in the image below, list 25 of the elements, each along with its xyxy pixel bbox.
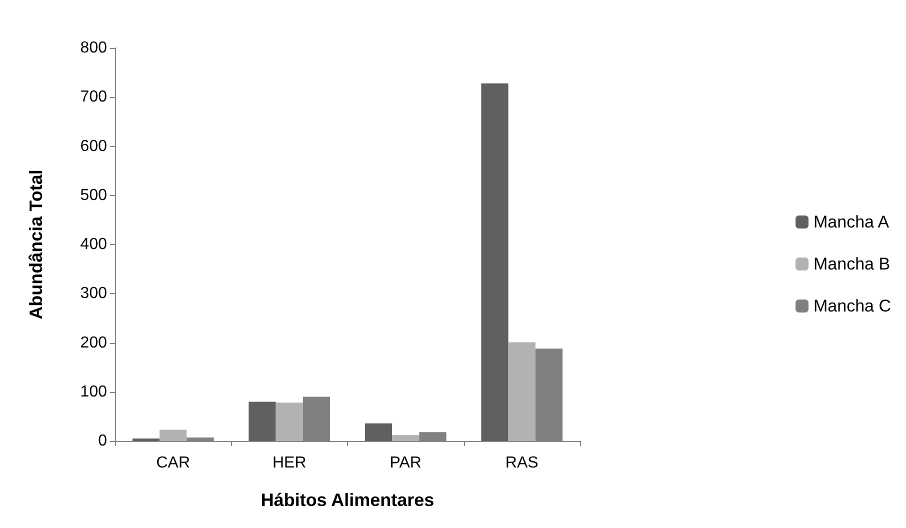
x-tick-label: RAS [505, 454, 538, 472]
bar [392, 435, 420, 441]
legend-label: Mancha A [814, 212, 890, 232]
x-tick-label: CAR [156, 454, 190, 472]
y-tick-label: 400 [80, 236, 108, 253]
x-axis-title: Hábitos Alimentares [260, 490, 434, 510]
x-tick-label: PAR [390, 454, 422, 472]
y-tick-label: 100 [80, 383, 108, 400]
y-tick-label: 200 [80, 334, 108, 352]
y-tick-label: 600 [80, 138, 108, 155]
legend-label: Mancha C [814, 296, 892, 316]
bar [508, 342, 536, 441]
x-tick-label: HER [272, 454, 306, 472]
bar [481, 83, 508, 441]
bar [160, 430, 187, 441]
y-tick-label: 700 [80, 88, 108, 106]
bar [364, 423, 392, 441]
bar [276, 402, 303, 441]
y-tick-label: 800 [80, 40, 108, 56]
y-axis-title: Abundância Total [26, 170, 46, 320]
bar [248, 402, 276, 441]
y-tick-label: 300 [80, 285, 108, 302]
legend-label: Mancha B [814, 254, 890, 274]
y-tick-label: 0 [98, 432, 108, 450]
y-tick-label: 500 [80, 186, 108, 204]
